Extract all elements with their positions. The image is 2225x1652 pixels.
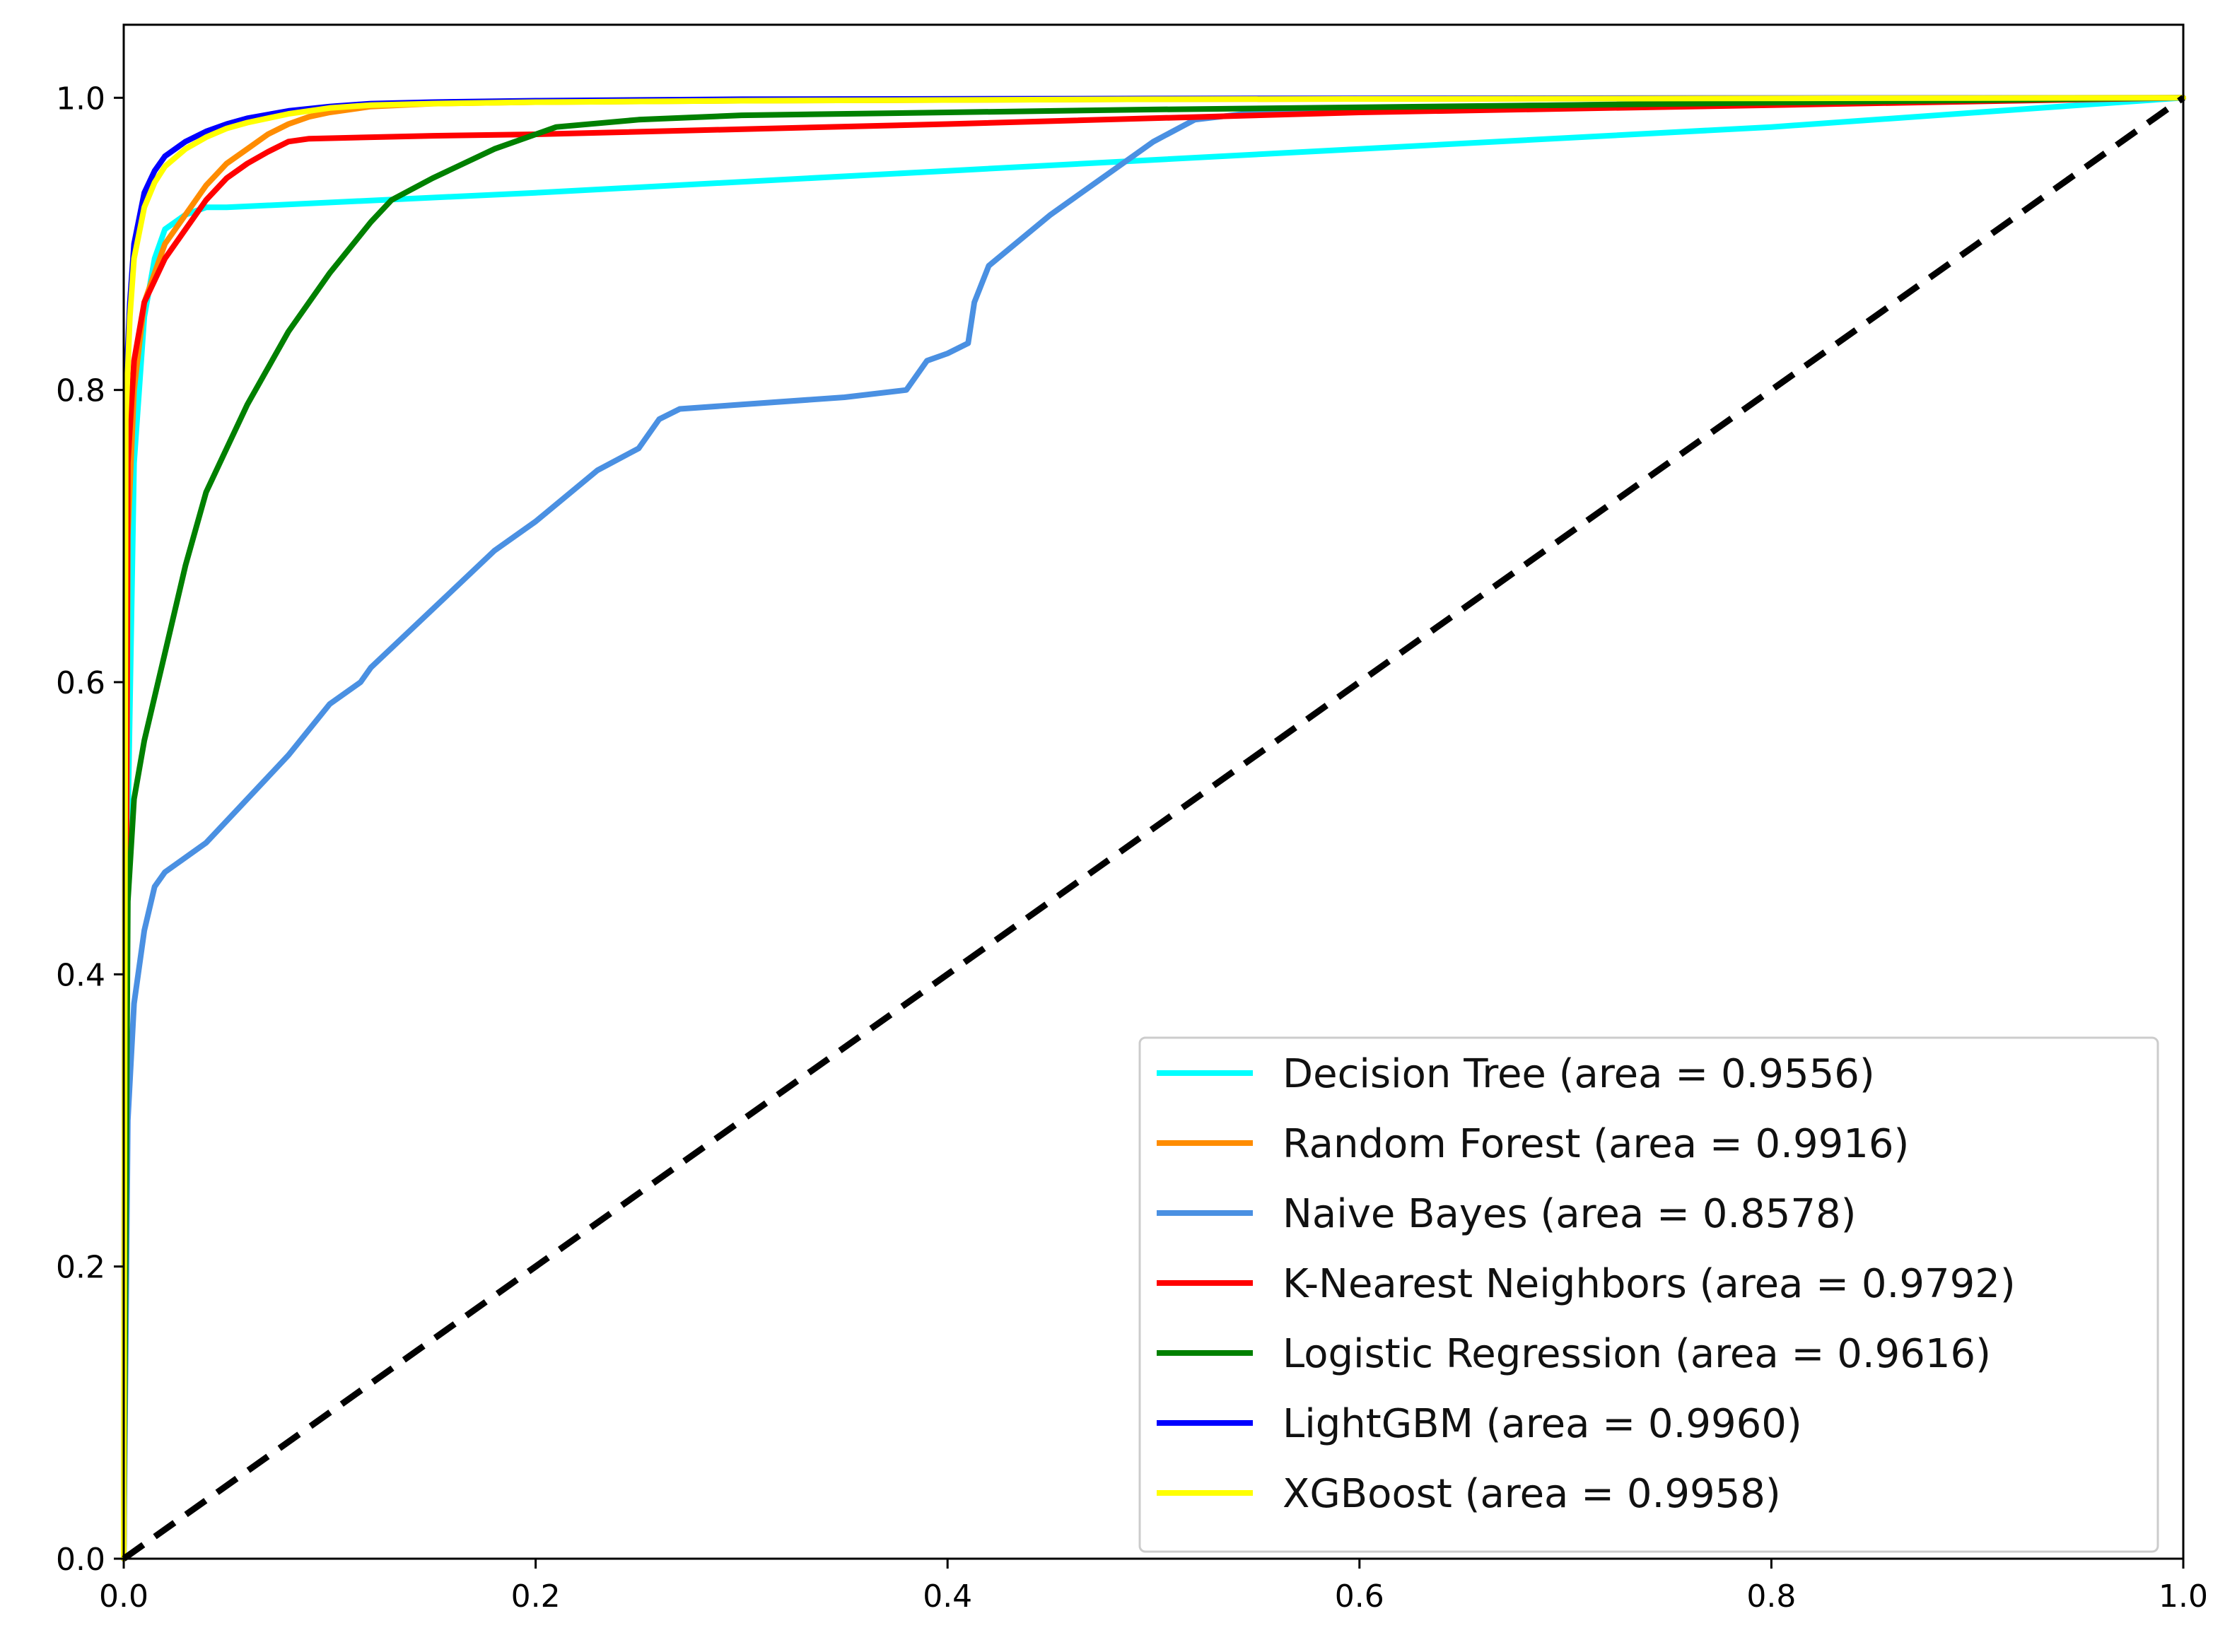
legend-label-k-nearest-neighbors: K-Nearest Neighbors (area = 0.9792)	[1283, 1261, 2016, 1307]
series-line-xgboost	[121, 95, 2186, 1562]
x-tick-label: 0.0	[99, 1578, 148, 1615]
axis-ticks: 0.0 0.2 0.4 0.6 0.8 1.0 0.0 0.2 0.4 0.6 0.8 1.0	[56, 81, 2208, 1615]
y-tick-label: 0.6	[56, 665, 105, 701]
series-line-naive-bayes	[121, 95, 2186, 1562]
y-tick-label: 0.0	[56, 1542, 105, 1578]
y-tick-label: 0.2	[56, 1250, 105, 1286]
plot-lines	[121, 95, 2186, 1562]
legend: Decision Tree (area = 0.9556) Random Fore…	[1138, 1036, 2159, 1553]
legend-items: Decision Tree (area = 0.9556) Random Fore…	[1157, 1051, 2016, 1517]
legend-label-random-forest: Random Forest (area = 0.9916)	[1283, 1121, 1909, 1167]
legend-box	[1138, 1036, 2159, 1553]
axes-frame	[122, 23, 2185, 1560]
legend-label-logistic-regression: Logistic Regression (area = 0.9616)	[1283, 1331, 1991, 1377]
y-tick-label: 0.4	[56, 957, 105, 993]
legend-label-lightgbm: LightGBM (area = 0.9960)	[1283, 1401, 1802, 1447]
y-tick-label: 1.0	[56, 81, 105, 117]
x-tick-label: 0.4	[923, 1578, 972, 1615]
series-line-k-nearest-neighbors	[121, 95, 2186, 1562]
x-tick-label: 0.6	[1335, 1578, 1384, 1615]
y-tick-label: 0.8	[56, 373, 105, 409]
legend-label-decision-tree: Decision Tree (area = 0.9556)	[1283, 1051, 1875, 1097]
legend-label-xgboost: XGBoost (area = 0.9958)	[1283, 1471, 1781, 1517]
legend-label-naive-bayes: Naive Bayes (area = 0.8578)	[1283, 1191, 1857, 1237]
x-tick-label: 0.8	[1746, 1578, 1796, 1615]
series-line-logistic-regression	[121, 95, 2186, 1562]
x-tick-label: 0.2	[511, 1578, 561, 1615]
chance-diagonal-line	[122, 95, 2185, 1562]
x-tick-label: 1.0	[2159, 1578, 2208, 1615]
